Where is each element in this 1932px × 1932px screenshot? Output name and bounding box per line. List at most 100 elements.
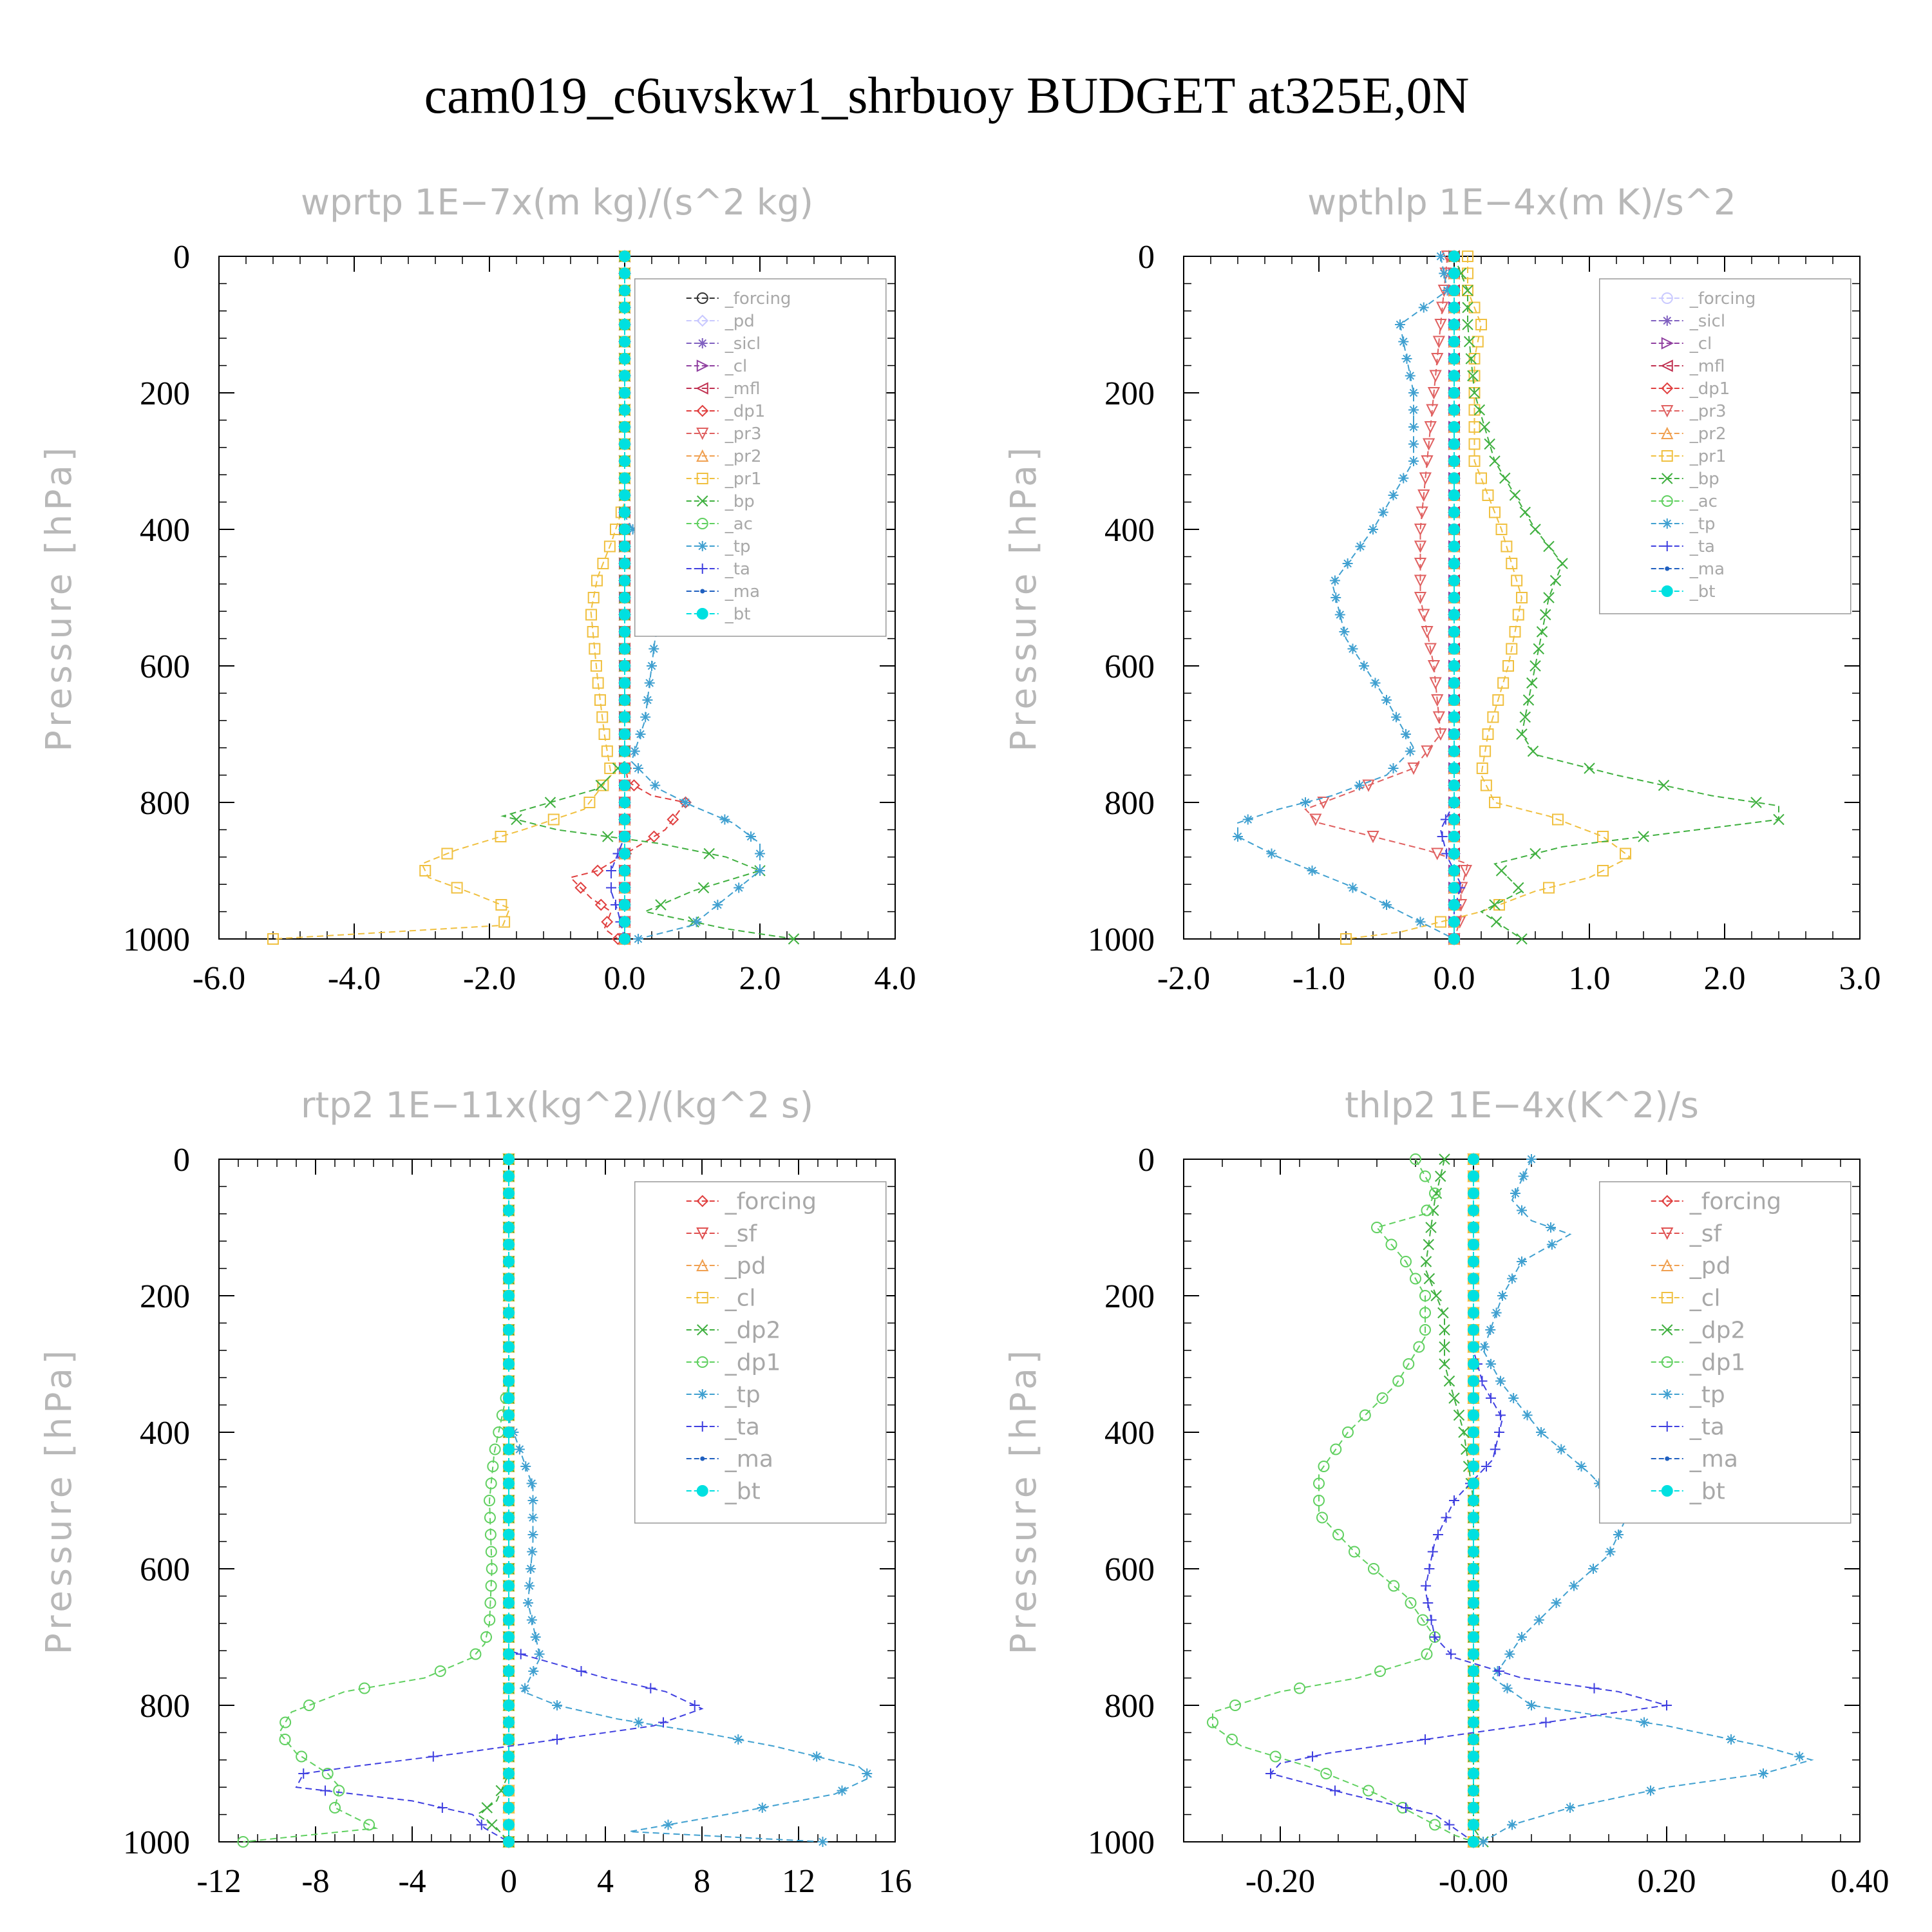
legend-label: _cl bbox=[724, 1285, 756, 1312]
data-point bbox=[503, 1836, 515, 1848]
data-point bbox=[1354, 780, 1365, 791]
data-point bbox=[503, 1785, 515, 1797]
data-point bbox=[1432, 711, 1445, 724]
data-point bbox=[1448, 882, 1460, 894]
x-tick-label: -8 bbox=[301, 1863, 329, 1900]
data-point bbox=[1546, 1239, 1557, 1250]
data-point bbox=[619, 762, 630, 774]
data-point bbox=[597, 779, 609, 791]
data-point bbox=[1507, 1273, 1517, 1284]
data-point bbox=[523, 1598, 533, 1608]
data-point bbox=[1388, 763, 1399, 773]
x-tick-label: -4 bbox=[398, 1863, 426, 1900]
data-point bbox=[1556, 1444, 1567, 1455]
data-point bbox=[503, 1768, 515, 1779]
data-point bbox=[1482, 728, 1494, 740]
data-point bbox=[1439, 1341, 1450, 1353]
data-point bbox=[267, 933, 279, 945]
data-point bbox=[1468, 1188, 1479, 1199]
legend-marker bbox=[696, 1292, 708, 1303]
data-point bbox=[1495, 1410, 1506, 1421]
y-tick-label: 200 bbox=[140, 375, 190, 412]
data-point bbox=[1468, 1580, 1479, 1592]
y-tick-label: 0 bbox=[173, 1142, 190, 1179]
data-point bbox=[1468, 1802, 1479, 1814]
y-tick-label: 0 bbox=[1138, 239, 1155, 276]
data-point bbox=[1468, 1836, 1479, 1848]
data-point bbox=[1320, 1768, 1332, 1779]
data-point bbox=[1486, 1393, 1496, 1403]
data-point bbox=[587, 626, 599, 638]
data-point bbox=[1448, 728, 1460, 740]
data-point bbox=[1448, 285, 1460, 296]
data-point bbox=[437, 1803, 448, 1813]
data-point bbox=[837, 1785, 848, 1796]
legend-label: _tp bbox=[1689, 1382, 1725, 1408]
y-axis-label: Pressure [hPa] bbox=[1003, 444, 1044, 752]
data-point bbox=[1329, 575, 1340, 586]
data-point bbox=[635, 729, 646, 739]
y-tick-label: 800 bbox=[140, 1688, 190, 1725]
data-point bbox=[1540, 609, 1551, 621]
data-point bbox=[1376, 1392, 1388, 1404]
data-point bbox=[1463, 336, 1475, 348]
legend-marker bbox=[697, 564, 708, 574]
legend-label: _forcing bbox=[1689, 1189, 1781, 1215]
legend-marker bbox=[1662, 1324, 1673, 1336]
data-point bbox=[1448, 626, 1460, 638]
data-point bbox=[1588, 1564, 1598, 1574]
data-point bbox=[485, 1477, 497, 1490]
data-point bbox=[1480, 779, 1492, 791]
data-point bbox=[1508, 1393, 1519, 1403]
data-point bbox=[1339, 627, 1350, 637]
data-point bbox=[1448, 797, 1460, 808]
data-point bbox=[480, 1631, 492, 1643]
data-point bbox=[1468, 455, 1481, 467]
series_bt bbox=[503, 1153, 515, 1848]
data-point bbox=[1543, 592, 1555, 603]
data-point bbox=[1448, 353, 1460, 365]
data-point bbox=[503, 1477, 515, 1490]
data-point bbox=[1435, 1170, 1446, 1182]
data-point bbox=[1434, 319, 1447, 332]
legend-label: _ma bbox=[1689, 560, 1725, 579]
data-point bbox=[530, 1632, 541, 1642]
data-point bbox=[591, 864, 604, 877]
legend-label: _mfl bbox=[724, 379, 761, 399]
x-tick-label: -0.20 bbox=[1245, 1863, 1315, 1900]
data-point bbox=[1468, 1324, 1479, 1336]
legend-marker bbox=[1662, 473, 1673, 484]
legend-label: _bp bbox=[1689, 469, 1719, 489]
legend-box bbox=[1599, 1181, 1852, 1524]
data-point bbox=[495, 899, 507, 911]
x-tick-label: 4 bbox=[597, 1863, 614, 1900]
data-point bbox=[619, 813, 630, 826]
y-tick-label: 1000 bbox=[123, 1824, 190, 1861]
data-point bbox=[1439, 268, 1450, 279]
data-point bbox=[1426, 404, 1439, 417]
data-point bbox=[1726, 1734, 1736, 1745]
legend-label: _ta bbox=[1689, 537, 1715, 556]
data-point bbox=[1347, 882, 1358, 893]
data-point bbox=[1536, 626, 1548, 638]
data-point bbox=[358, 1682, 370, 1694]
data-point bbox=[503, 1614, 515, 1626]
data-point bbox=[1486, 1359, 1496, 1369]
data-point bbox=[619, 882, 630, 894]
data-point bbox=[321, 1768, 334, 1779]
data-point bbox=[503, 1307, 515, 1319]
data-point bbox=[647, 661, 657, 671]
data-point bbox=[1597, 831, 1609, 842]
data-point bbox=[583, 797, 596, 808]
y-tick-label: 800 bbox=[1104, 785, 1155, 822]
series-line bbox=[243, 1159, 509, 1842]
data-point bbox=[1468, 1785, 1479, 1797]
data-point bbox=[1481, 1461, 1492, 1472]
legend-marker bbox=[696, 292, 708, 304]
data-point bbox=[503, 1700, 515, 1711]
data-point bbox=[1431, 353, 1444, 366]
data-point bbox=[1448, 540, 1460, 553]
data-point bbox=[296, 1750, 308, 1763]
data-point bbox=[619, 848, 630, 860]
data-point bbox=[1307, 1751, 1318, 1762]
